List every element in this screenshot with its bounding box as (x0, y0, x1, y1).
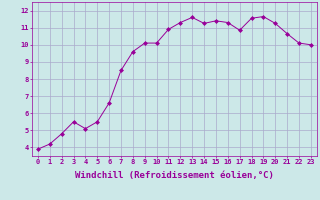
X-axis label: Windchill (Refroidissement éolien,°C): Windchill (Refroidissement éolien,°C) (75, 171, 274, 180)
